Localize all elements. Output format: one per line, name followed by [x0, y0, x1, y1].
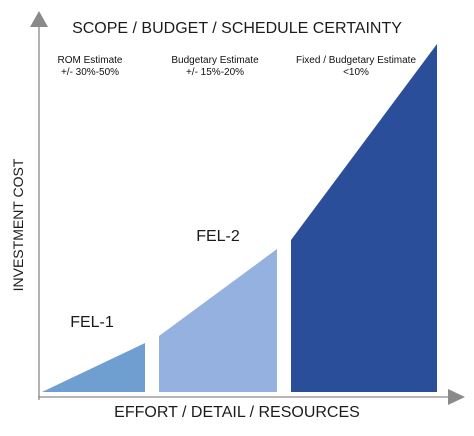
fel-2-label: FEL-2 [196, 228, 240, 245]
fel-2-estimate-range: +/- 15%-20% [186, 67, 244, 78]
fel-1-area [42, 343, 145, 392]
fel-3-estimate-range: <10% [343, 67, 369, 78]
fel-2-area [159, 249, 277, 392]
fel-2-estimate-name: Budgetary Estimate [171, 55, 259, 66]
y-axis-arrow-icon [30, 11, 48, 27]
x-axis-title: EFFORT / DETAIL / RESOURCES [114, 404, 360, 421]
x-axis-arrow-icon [448, 389, 465, 405]
top-axis-title: SCOPE / BUDGET / SCHEDULE CERTAINTY [72, 20, 402, 37]
fel-3-label: FEL-3 [326, 94, 370, 111]
fel-1-label: FEL-1 [70, 314, 114, 331]
fel-1-estimate-name: ROM Estimate [57, 55, 122, 66]
fel-1-estimate-range: +/- 30%-50% [61, 67, 119, 78]
fel-3-estimate-name: Fixed / Budgetary Estimate [296, 55, 416, 66]
fel-3-area [291, 44, 437, 392]
y-axis-title: INVESTMENT COST [10, 158, 26, 291]
